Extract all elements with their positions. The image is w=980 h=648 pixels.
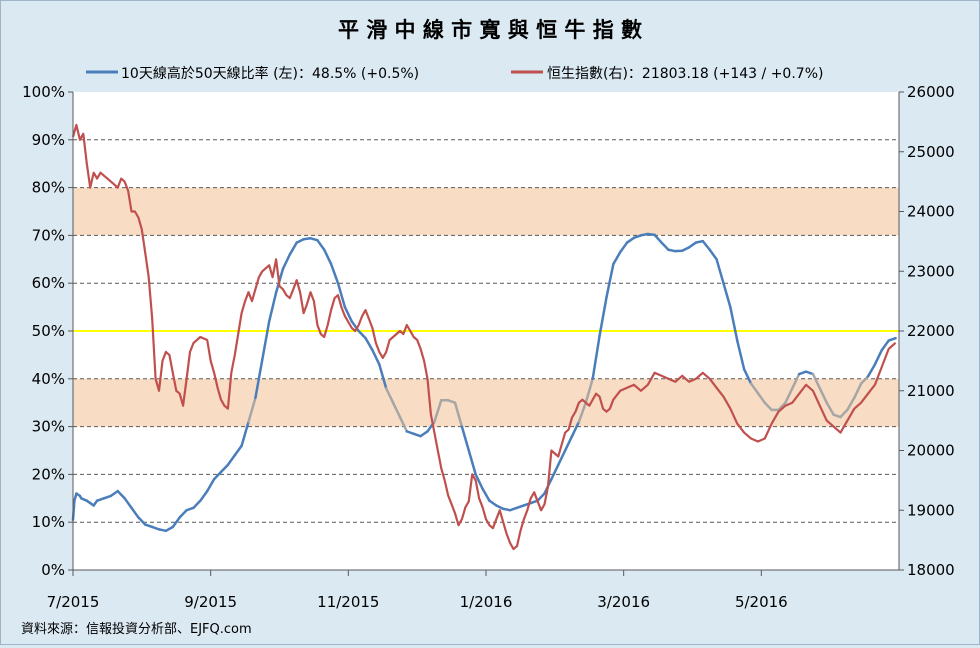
x-tick-label: 11/2015 bbox=[317, 593, 379, 611]
legend-label-breadth: 10天線高於50天線比率 (左)：48.5% (+0.5%) bbox=[121, 65, 419, 82]
source-note: 資料來源：信報投資分析部、EJFQ.com bbox=[21, 621, 252, 637]
shaded-band-1 bbox=[73, 188, 899, 236]
right-tick-label: 22000 bbox=[907, 322, 955, 340]
left-tick-label: 20% bbox=[32, 465, 65, 483]
right-tick-label: 23000 bbox=[907, 262, 955, 280]
left-tick-label: 10% bbox=[32, 513, 65, 531]
left-tick-label: 100% bbox=[22, 83, 65, 101]
right-tick-label: 20000 bbox=[907, 442, 955, 460]
right-tick-label: 21000 bbox=[907, 382, 955, 400]
right-axis-ticks: 18000 19000 20000 21000 22000 23000 24000 25000… bbox=[899, 83, 955, 579]
left-tick-label: 40% bbox=[32, 370, 65, 388]
x-tick-label: 3/2016 bbox=[597, 593, 650, 611]
right-tick-label: 24000 bbox=[907, 203, 955, 221]
left-tick-label: 60% bbox=[32, 274, 65, 292]
left-tick-label: 0% bbox=[41, 561, 65, 579]
left-tick-label: 70% bbox=[32, 226, 65, 244]
legend-label-hsi: 恒生指數(右)：21803.18 (+143 / +0.7%) bbox=[547, 66, 823, 82]
x-tick-label: 9/2015 bbox=[184, 593, 237, 611]
right-tick-label: 25000 bbox=[907, 143, 955, 161]
chart-title: 平 滑 中 線 市 寬 與 恒 牛 指 數 bbox=[338, 18, 642, 42]
right-tick-label: 19000 bbox=[907, 501, 955, 519]
left-tick-label: 50% bbox=[32, 322, 65, 340]
right-tick-label: 18000 bbox=[907, 561, 955, 579]
left-tick-label: 90% bbox=[32, 131, 65, 149]
x-tick-label: 5/2016 bbox=[735, 593, 788, 611]
left-tick-label: 80% bbox=[32, 179, 65, 197]
left-tick-label: 30% bbox=[32, 418, 65, 436]
x-tick-label: 7/2015 bbox=[47, 593, 100, 611]
x-tick-label: 1/2016 bbox=[460, 593, 513, 611]
right-tick-label: 26000 bbox=[907, 83, 955, 101]
